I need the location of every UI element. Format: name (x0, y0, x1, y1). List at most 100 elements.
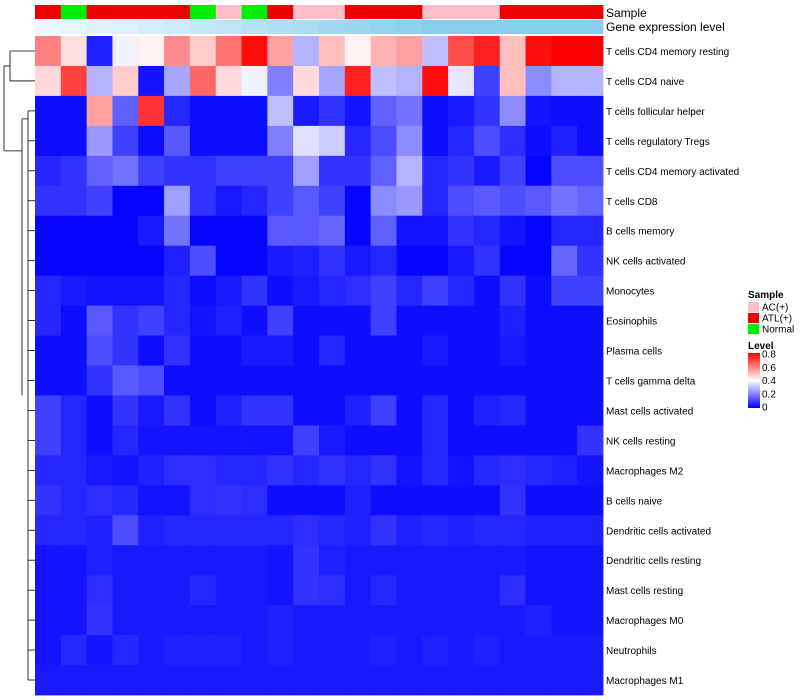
gene-annotation-cell (577, 20, 604, 34)
heatmap-cell (448, 395, 475, 426)
heatmap-cell (344, 425, 372, 456)
sample-annotation-cell (138, 5, 165, 19)
heatmap-cell (499, 215, 526, 247)
legend-swatch (748, 313, 759, 323)
heatmap-cell (422, 665, 449, 696)
heatmap-cell (344, 155, 372, 187)
heatmap-cell (319, 65, 346, 97)
heatmap-cell (499, 455, 526, 486)
heatmap-cell (241, 155, 268, 187)
heatmap-cell (189, 635, 217, 666)
heatmap-cell (35, 365, 62, 396)
heatmap-cell (448, 215, 475, 247)
heatmap-cell (215, 245, 242, 277)
heatmap-cell (215, 36, 242, 67)
heatmap-cell (60, 215, 88, 247)
heatmap-cell (448, 605, 475, 636)
heatmap-cell (293, 425, 320, 456)
heatmap-cell (215, 485, 242, 516)
heatmap-cell (577, 245, 604, 277)
heatmap-cell (86, 665, 113, 696)
heatmap-cell (241, 215, 268, 247)
heatmap-cell (370, 245, 397, 277)
heatmap-cell (35, 455, 62, 486)
heatmap-cell (164, 125, 191, 157)
heatmap-cell (293, 365, 320, 396)
heatmap-cell (551, 575, 578, 606)
heatmap-cell (473, 515, 501, 546)
heatmap-cell (344, 665, 372, 696)
heatmap-cell (551, 425, 578, 456)
heatmap-cell (551, 395, 578, 426)
heatmap-cell (473, 365, 501, 396)
heatmap-cell (35, 185, 62, 217)
heatmap-cell (551, 365, 578, 396)
heatmap-cell (577, 425, 604, 456)
heatmap-cell (344, 515, 372, 546)
heatmap-cell (473, 215, 501, 247)
legend: Sample AC(+)ATL(+)Normal Level 0.8 0.6 0.4… (748, 290, 794, 414)
heatmap-cell (344, 605, 372, 636)
heatmap-cell (499, 425, 526, 456)
heatmap-cell (35, 665, 62, 696)
heatmap-cell (370, 395, 397, 426)
heatmap-cell (241, 275, 268, 306)
heatmap-cell (577, 125, 604, 157)
heatmap-cell (473, 485, 501, 516)
heatmap-cell (499, 575, 526, 606)
heatmap-cell (551, 605, 578, 636)
heatmap-cell (138, 605, 165, 636)
heatmap-cell (551, 65, 578, 97)
heatmap-cell (577, 575, 604, 606)
heatmap-cell (499, 245, 526, 277)
heatmap-cell (241, 575, 268, 606)
heatmap-cell (35, 245, 62, 277)
heatmap-cell (396, 155, 423, 187)
heatmap-cell (86, 125, 113, 157)
sample-annotation-cell (370, 5, 397, 19)
heatmap-cell (396, 125, 423, 157)
heatmap-cell (577, 95, 604, 127)
heatmap-cell (35, 95, 62, 127)
heatmap-cell (112, 665, 139, 696)
heatmap-cell (138, 395, 165, 426)
heatmap-cell (422, 245, 449, 277)
heatmap-cell (215, 155, 242, 187)
heatmap-cell (86, 365, 113, 396)
heatmap-cell (525, 125, 552, 157)
heatmap-cell (422, 425, 449, 456)
heatmap-cell (189, 305, 217, 336)
heatmap-cell (267, 365, 294, 396)
heatmap-cell (344, 65, 372, 97)
heatmap-cell (138, 215, 165, 247)
row-dendrogram (3, 50, 35, 681)
heatmap-cell (396, 245, 423, 277)
heatmap-cell (138, 425, 165, 456)
heatmap-cell (551, 245, 578, 277)
heatmap-cell (448, 95, 475, 127)
heatmap-cell (396, 485, 423, 516)
sample-annotation-cell (241, 5, 268, 19)
heatmap-cell (473, 155, 501, 187)
heatmap-cell (422, 485, 449, 516)
heatmap-cell (344, 485, 372, 516)
gene-annotation-cell (319, 20, 346, 34)
heatmap-cell (86, 335, 113, 366)
gene-annotation-label: Gene expression level (606, 20, 725, 34)
heatmap-cell (35, 215, 62, 247)
heatmap-cell (267, 665, 294, 696)
heatmap-cell (551, 485, 578, 516)
heatmap-cell (86, 485, 113, 516)
heatmap-cell (396, 545, 423, 576)
heatmap-cell (60, 65, 88, 97)
heatmap-cell (241, 485, 268, 516)
heatmap-cell (370, 125, 397, 157)
heatmap-cell (189, 395, 217, 426)
gene-annotation-cell (86, 20, 113, 34)
heatmap-cell (60, 605, 88, 636)
heatmap-cell (577, 305, 604, 336)
sample-annotation-cell (473, 5, 501, 19)
heatmap-cell (189, 665, 217, 696)
row-label: Macrophages M0 (606, 616, 684, 627)
heatmap-cell (112, 605, 139, 636)
